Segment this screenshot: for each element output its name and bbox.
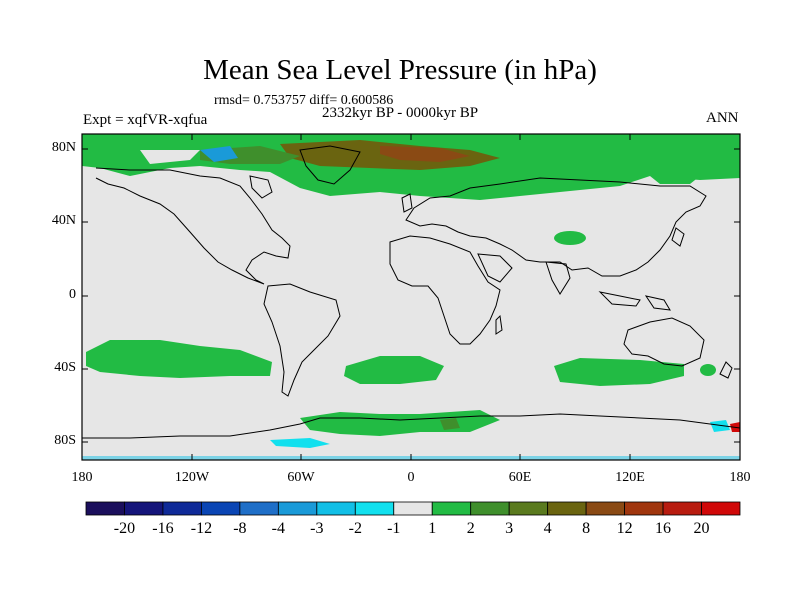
colorbar-swatch xyxy=(85,501,125,516)
antarctic-dark-spots xyxy=(440,418,460,430)
lon-label-180e: 180 xyxy=(729,470,751,485)
colorbar-swatch xyxy=(277,501,318,516)
arctic-negative-spot xyxy=(200,146,238,162)
colorbar-tick-label: 2 xyxy=(466,520,475,537)
lon-tick-marks xyxy=(81,134,741,460)
arctic-gray-patch xyxy=(140,150,200,164)
north-pacific-patch xyxy=(650,176,700,184)
colorbar-tick-label: 8 xyxy=(582,520,591,537)
asia-anomaly-patch xyxy=(554,231,586,245)
lon-label-60e: 60E xyxy=(508,470,532,485)
colorbar-tick-label: 12 xyxy=(616,520,633,537)
lat-label-0: 0 xyxy=(69,287,76,302)
lon-label-120w: 120W xyxy=(174,470,210,485)
coastlines xyxy=(82,145,741,439)
colorbar-tick-label: -12 xyxy=(190,520,213,537)
colorbar-swatch xyxy=(431,501,472,516)
south-pacific-anomaly xyxy=(86,340,272,378)
lon-label-180w: 180 xyxy=(71,470,93,485)
season-label: ANN xyxy=(706,110,739,126)
lon-label-120e: 120E xyxy=(615,470,645,485)
lat-label-40n: 40N xyxy=(51,213,76,228)
colorbar-swatch xyxy=(662,501,702,516)
colorbar-swatch xyxy=(124,501,164,516)
experiment-label: Expt = xqfVR-xqfua xyxy=(83,112,208,128)
antarctic-negative-strip xyxy=(270,438,330,448)
colorbar-tick-label: 1 xyxy=(428,520,437,537)
colorbar-tick-label: 3 xyxy=(505,520,514,537)
colorbar-swatch xyxy=(162,501,202,516)
colorbar-swatch xyxy=(470,501,510,516)
colorbar-swatch xyxy=(239,501,279,516)
lat-label-80n: 80N xyxy=(51,140,76,155)
map-title: Mean Sea Level Pressure (in hPa) xyxy=(203,54,597,86)
colorbar-swatch xyxy=(393,501,433,516)
colorbar-tick-label: -8 xyxy=(233,520,247,537)
lat-label-40s: 40S xyxy=(54,360,76,375)
south-indian-anomaly xyxy=(554,358,684,386)
colorbar-tick-label: 20 xyxy=(693,520,710,537)
rmsd-diff-stats: rmsd= 0.753757 diff= 0.600586 xyxy=(214,93,394,108)
colorbar-swatch xyxy=(508,501,549,516)
colorbar-swatch xyxy=(701,501,741,516)
colorbar-tick-label: -16 xyxy=(152,520,174,537)
lat-label-80s: 80S xyxy=(54,433,76,448)
colorbar-tick-label: -20 xyxy=(113,520,136,537)
colorbar-tick-label: -2 xyxy=(348,520,362,537)
colorbar-tick-label: 16 xyxy=(655,520,672,537)
antarctic-negative-spot xyxy=(710,420,730,432)
colorbar-swatch xyxy=(547,501,587,516)
arctic-strongest-anomaly xyxy=(380,146,470,162)
south-atlantic-anomaly xyxy=(344,356,444,384)
colorbar-tick-label: -1 xyxy=(387,520,401,537)
colorbar-swatch xyxy=(201,501,241,516)
colorbar-swatch xyxy=(624,501,664,516)
antarctic-anomaly-strip xyxy=(300,410,500,436)
time-period-label: 2332kyr BP - 0000kyr BP xyxy=(322,105,479,121)
colorbar-swatch xyxy=(354,501,395,516)
colorbar xyxy=(85,501,741,516)
lat-tick-marks xyxy=(82,148,740,443)
lon-label-60w: 60W xyxy=(287,470,315,485)
colorbar-tick-label: 4 xyxy=(543,520,552,537)
colorbar-tick-label: -4 xyxy=(271,520,285,537)
colorbar-swatch xyxy=(585,501,625,516)
tasman-anomaly-patch xyxy=(700,364,716,376)
colorbar-tick-label: -3 xyxy=(310,520,324,537)
colorbar-swatch xyxy=(316,501,356,516)
lon-label-0: 0 xyxy=(407,470,415,485)
